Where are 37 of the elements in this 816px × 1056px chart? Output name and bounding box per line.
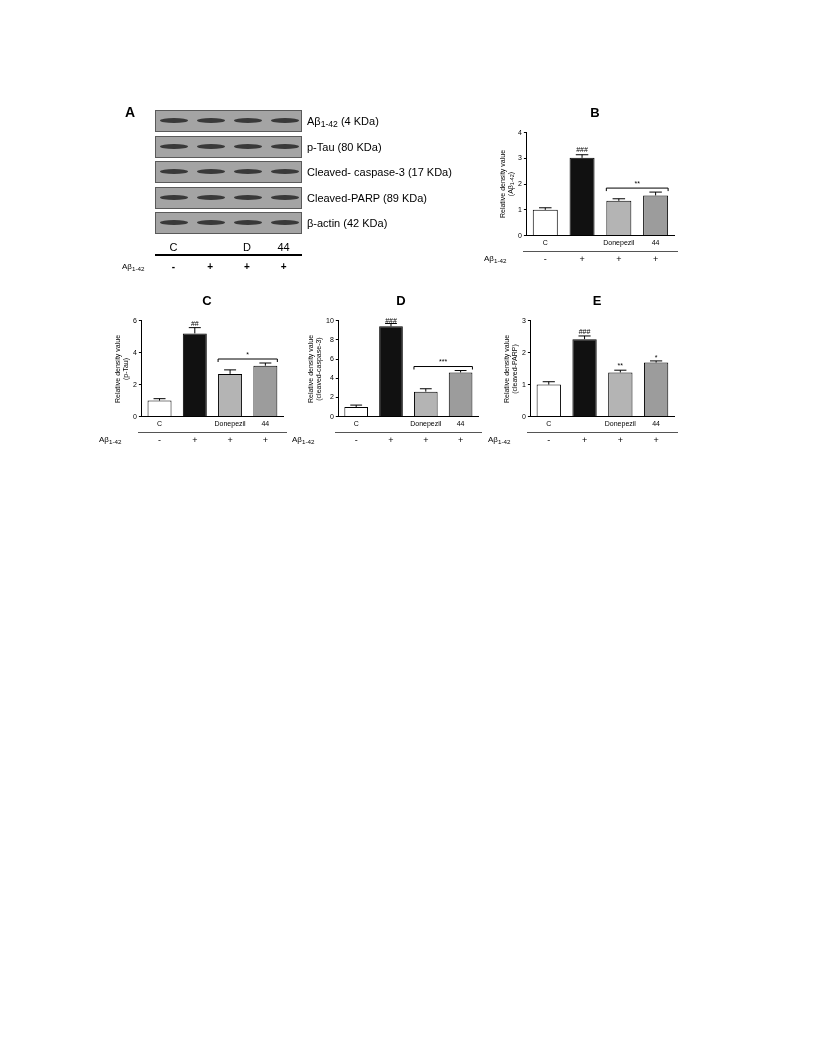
category-label: Cleaved-PARP (89 KDa) — [307, 191, 428, 204]
category-label: D — [242, 240, 251, 254]
text: Aβ$_{1-42}$ — [122, 262, 145, 272]
text: + — [653, 434, 659, 445]
text: Aβ$_{1-42}$ — [292, 435, 315, 445]
text: + — [652, 253, 659, 264]
text: + — [579, 253, 585, 264]
text: + — [457, 434, 464, 445]
text: + — [280, 261, 287, 273]
category-label: Cleaved- caspase-3 (17 KDa) — [307, 165, 452, 178]
text: - — [158, 434, 162, 445]
text: Aβ$_{1-42}$ — [99, 435, 122, 445]
text: Aβ$_{1-42}$ — [488, 435, 511, 445]
category-label: β-actin (42 KDa) — [307, 216, 388, 229]
chart-title: E — [592, 293, 602, 309]
text: + — [423, 434, 429, 445]
text: + — [262, 434, 268, 445]
chart-title: D — [396, 293, 406, 309]
text: + — [617, 434, 623, 445]
text: + — [243, 261, 250, 273]
text: Aβ$_{1-42}$ — [484, 254, 507, 264]
text: + — [581, 434, 588, 445]
text: + — [388, 434, 394, 445]
text: Aβ$_{1-42}$ — [307, 114, 338, 129]
chart-title: B — [590, 105, 600, 121]
text: - — [354, 434, 358, 445]
chart-title: C — [202, 293, 213, 309]
text: + — [207, 261, 214, 273]
text: + — [227, 434, 233, 445]
text: + — [192, 434, 198, 445]
category-label: (4 KDa) — [340, 114, 379, 127]
category-label: p-Tau (80 KDa) — [307, 140, 382, 153]
text: - — [547, 434, 551, 445]
text: - — [543, 253, 547, 264]
text: A — [124, 103, 136, 121]
text: + — [616, 253, 622, 264]
text: - — [171, 261, 176, 273]
